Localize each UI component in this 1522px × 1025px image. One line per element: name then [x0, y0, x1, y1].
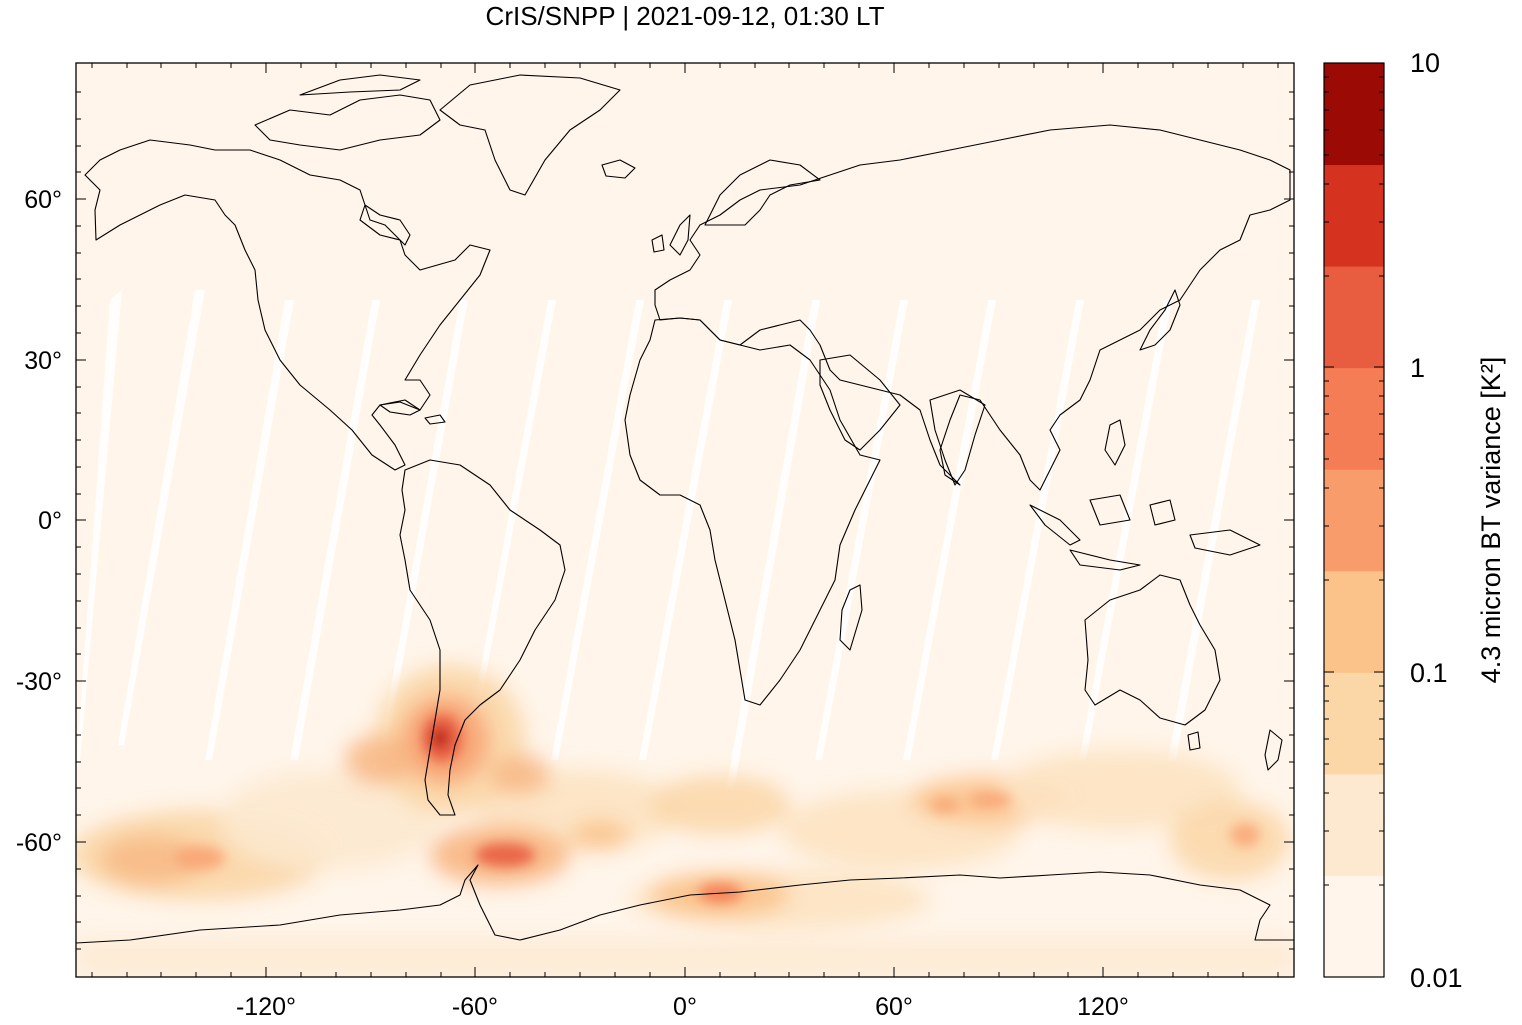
colorbar: 10 1 0.1 0.01 4.3 micron BT variance [K²…: [1323, 48, 1506, 993]
coastline-japan: [1139, 289, 1181, 351]
coastline-scandinavia: [704, 159, 821, 226]
coastline-australia: [1084, 574, 1221, 726]
coastline-south-america: [399, 459, 566, 816]
lat-tick-label: 60°: [24, 186, 62, 214]
map-ticks: [76, 63, 1294, 977]
coastline-iceland: [601, 159, 636, 179]
coastline-north-america: [84, 139, 491, 471]
coastline-indonesia: [1029, 494, 1261, 571]
lat-tick-label: 0°: [38, 507, 62, 535]
coastline-arctic-islands: [254, 74, 441, 151]
coastline-new-zealand: [1264, 729, 1283, 771]
coastline-africa: [624, 317, 881, 706]
lon-tick-label: -120°: [236, 993, 296, 1020]
coastline-antarctica: [76, 864, 1294, 944]
coastline-philippines: [1104, 419, 1126, 466]
colorbar-band: [1324, 63, 1384, 166]
coastline-british-isles: [651, 214, 691, 256]
coastline-greenland: [439, 74, 621, 196]
colorbar-band: [1324, 367, 1384, 470]
lat-tick-label: -60°: [16, 829, 62, 857]
coastline-hudson-bay: [364, 204, 411, 246]
coastline-india: [929, 389, 986, 486]
colorbar-bands: [1324, 63, 1384, 978]
lon-tick-label: 0°: [673, 993, 697, 1020]
coastline-europe: [654, 124, 1291, 491]
colorbar-band: [1324, 773, 1384, 876]
lon-tick-label: 60°: [875, 993, 913, 1020]
colorbar-ticks: [1324, 76, 1384, 886]
colorbar-band: [1324, 469, 1384, 572]
colorbar-band: [1324, 164, 1384, 267]
lon-tick-label: 120°: [1077, 993, 1129, 1020]
coastline-madagascar: [839, 584, 863, 651]
variance-field: [76, 665, 1294, 977]
lat-tick-label: 30°: [24, 347, 62, 375]
colorbar-tick-label: 0.01: [1410, 963, 1463, 993]
variance-hotspots: [175, 714, 1260, 903]
colorbar-frame: [1323, 62, 1385, 978]
colorbar-band: [1324, 266, 1384, 369]
coastlines: [76, 74, 1294, 944]
colorbar-tick-label: 0.1: [1410, 658, 1448, 688]
plot-title: CrIS/SNPP | 2021-09-12, 01:30 LT: [485, 1, 885, 31]
colorbar-tick-label: 10: [1410, 48, 1440, 78]
lon-tick-label: -60°: [452, 993, 498, 1020]
coastline-tasmania: [1187, 731, 1201, 751]
colorbar-label: 4.3 micron BT variance [K²]: [1476, 357, 1506, 684]
coastline-cuba: [379, 401, 421, 416]
colorbar-band: [1324, 570, 1384, 673]
colorbar-tick-label: 1: [1410, 353, 1425, 383]
lat-tick-label: -30°: [16, 668, 62, 696]
coastline-hispaniola: [424, 414, 446, 425]
colorbar-band: [1324, 875, 1384, 978]
colorbar-band: [1324, 672, 1384, 775]
coastline-arabia: [819, 354, 901, 451]
